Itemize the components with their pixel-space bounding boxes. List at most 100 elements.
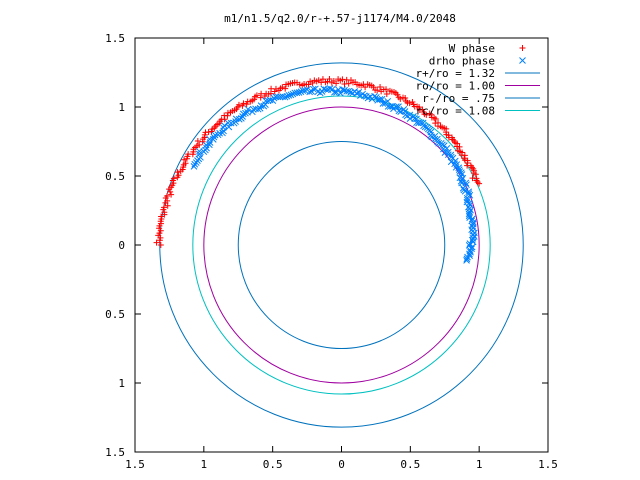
data-point [449,136,456,143]
data-point [455,164,463,172]
data-point [295,89,303,96]
data-point [406,100,413,107]
data-point [402,94,409,101]
data-point [457,177,465,185]
data-point [205,128,212,135]
legend-label: ro/ro = 1.00 [416,80,495,93]
data-point [383,86,390,93]
data-point [400,106,408,113]
data-point [322,86,330,94]
data-point [432,116,439,123]
data-point [337,89,344,97]
data-point [157,242,164,248]
y-tick-label: 0.5 [105,170,125,183]
data-point [331,88,338,96]
data-point [421,123,429,131]
data-point [168,191,175,198]
data-point [301,87,309,94]
data-point [297,88,305,96]
legend-label: W phase [449,42,495,55]
data-point [194,138,201,145]
data-point [353,89,360,97]
data-point [462,179,470,187]
data-point [299,87,307,95]
data-point [362,84,369,91]
data-point [272,85,279,92]
legend-label: rc/ro = 1.08 [416,105,495,118]
data-point [371,93,378,100]
data-point [182,160,189,167]
data-point [355,88,363,96]
data-point [271,88,278,95]
data-point [345,87,352,95]
data-point [461,157,468,164]
y-tick-labels: 1.5 1 0.5 0 0.5 1 1.5 [105,32,125,459]
data-point [459,184,467,192]
data-point [196,150,203,158]
data-point [455,166,463,173]
data-point [339,76,346,83]
data-point [467,206,474,214]
data-point [287,91,295,99]
x-tick-labels: 1.5 1 0.5 0 0.5 1 1.5 [125,458,558,471]
data-point [235,101,242,108]
data-point [386,103,394,110]
data-point [361,92,368,100]
data-point [227,119,235,127]
data-point [285,92,293,99]
x-tick-label: 1.5 [125,458,145,471]
data-point [306,88,313,96]
data-point [319,76,326,83]
data-point [377,84,384,91]
y-tick-label: 0.5 [105,308,125,321]
data-point [192,159,200,166]
data-point [253,92,260,99]
data-point [164,192,171,199]
y-tick-label: 1 [118,377,125,390]
data-point [216,129,223,137]
data-point [466,240,474,247]
y-tick-label: 1.5 [105,32,125,45]
data-point [224,112,231,119]
data-point [153,239,160,246]
data-point [339,86,346,93]
data-point [470,218,477,226]
data-point [181,156,188,163]
data-point [428,111,435,118]
data-point [447,151,455,159]
data-point [305,81,312,88]
legend-swatch [519,57,526,64]
data-point [225,123,233,131]
x-tick-label: 0.5 [400,458,420,471]
data-point [345,80,352,87]
reference-circle [203,106,480,384]
data-point [219,129,226,137]
data-point [465,241,473,249]
data-point [224,109,231,116]
data-point [282,85,289,92]
phase-points [153,75,483,264]
data-point [244,105,252,113]
data-point [232,118,239,125]
data-point [443,145,451,152]
data-point [161,204,168,211]
data-point [435,139,443,147]
data-point [374,87,381,94]
legend-label: r+/ro = 1.32 [416,67,495,80]
x-tick-label: 0.5 [263,458,283,471]
data-point [309,85,317,93]
data-point [251,96,258,103]
data-point [456,143,463,150]
data-point [242,109,249,117]
data-point [463,196,471,204]
y-tick-label: 1.5 [105,446,125,459]
data-point [281,93,289,101]
data-point [206,141,213,149]
data-point [466,250,473,258]
data-point [465,199,473,207]
data-point [390,105,397,113]
data-point [196,141,203,148]
data-point [279,84,286,91]
data-point [341,86,348,94]
